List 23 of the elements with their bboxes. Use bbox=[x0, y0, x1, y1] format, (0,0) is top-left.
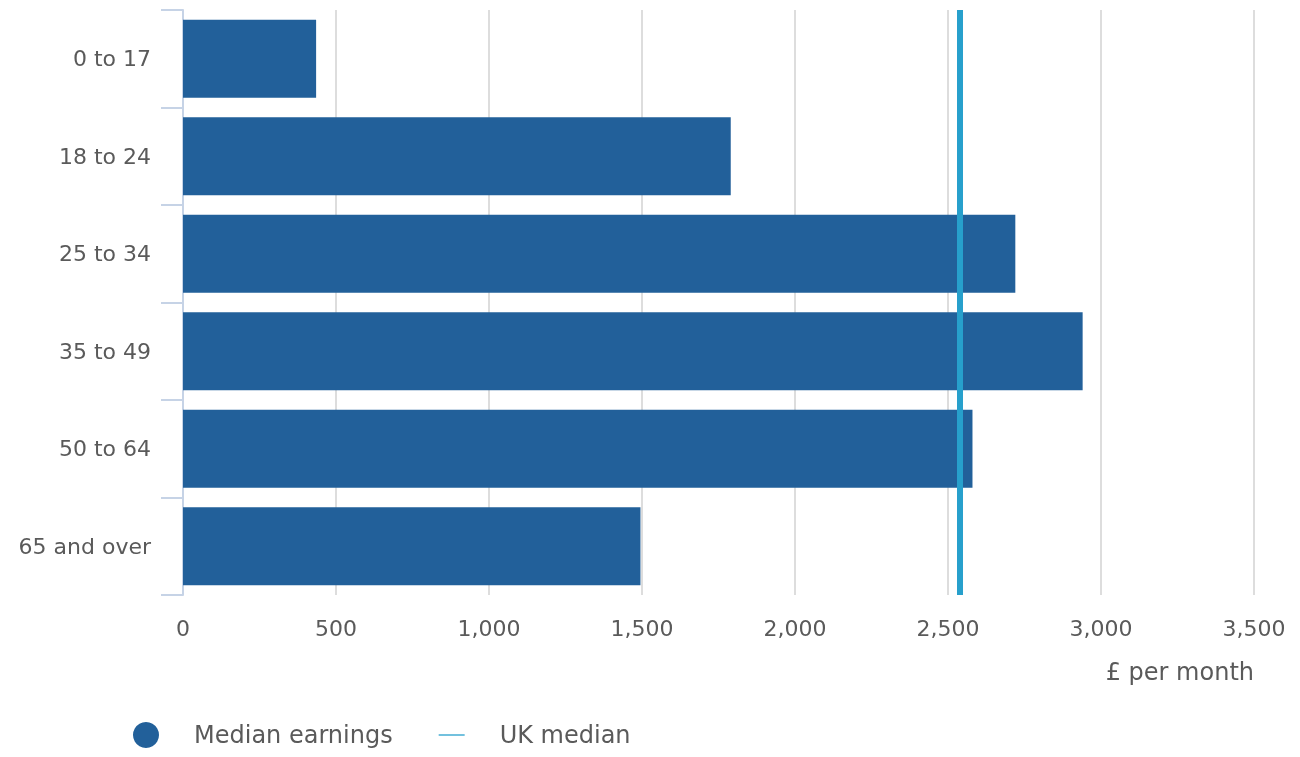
bar bbox=[183, 117, 731, 196]
y-tick-label: 65 and over bbox=[18, 533, 152, 559]
x-tick-label: 2,000 bbox=[763, 615, 827, 641]
x-axis-title: £ per month bbox=[1105, 658, 1255, 686]
y-tick-label: 35 to 49 bbox=[58, 338, 151, 364]
x-tick-label: 1,500 bbox=[610, 615, 674, 641]
legend-label: Median earnings bbox=[194, 721, 393, 749]
bar bbox=[183, 409, 973, 488]
bar bbox=[183, 507, 641, 586]
y-tick-label: 0 to 17 bbox=[72, 46, 151, 72]
x-tick-label: 500 bbox=[315, 615, 357, 641]
bar bbox=[183, 214, 1016, 293]
y-tick-label: 25 to 34 bbox=[58, 241, 151, 267]
x-tick-label: 2,500 bbox=[916, 615, 980, 641]
x-tick-label: 0 bbox=[176, 615, 190, 641]
y-tick-label: 18 to 24 bbox=[58, 143, 151, 169]
x-tick-label: 3,000 bbox=[1069, 615, 1133, 641]
x-tick-label: 3,500 bbox=[1222, 615, 1286, 641]
y-tick-label: 50 to 64 bbox=[58, 436, 151, 462]
bar bbox=[183, 312, 1083, 391]
legend-label: UK median bbox=[499, 721, 631, 749]
x-tick-label: 1,000 bbox=[457, 615, 521, 641]
bar bbox=[183, 19, 317, 98]
